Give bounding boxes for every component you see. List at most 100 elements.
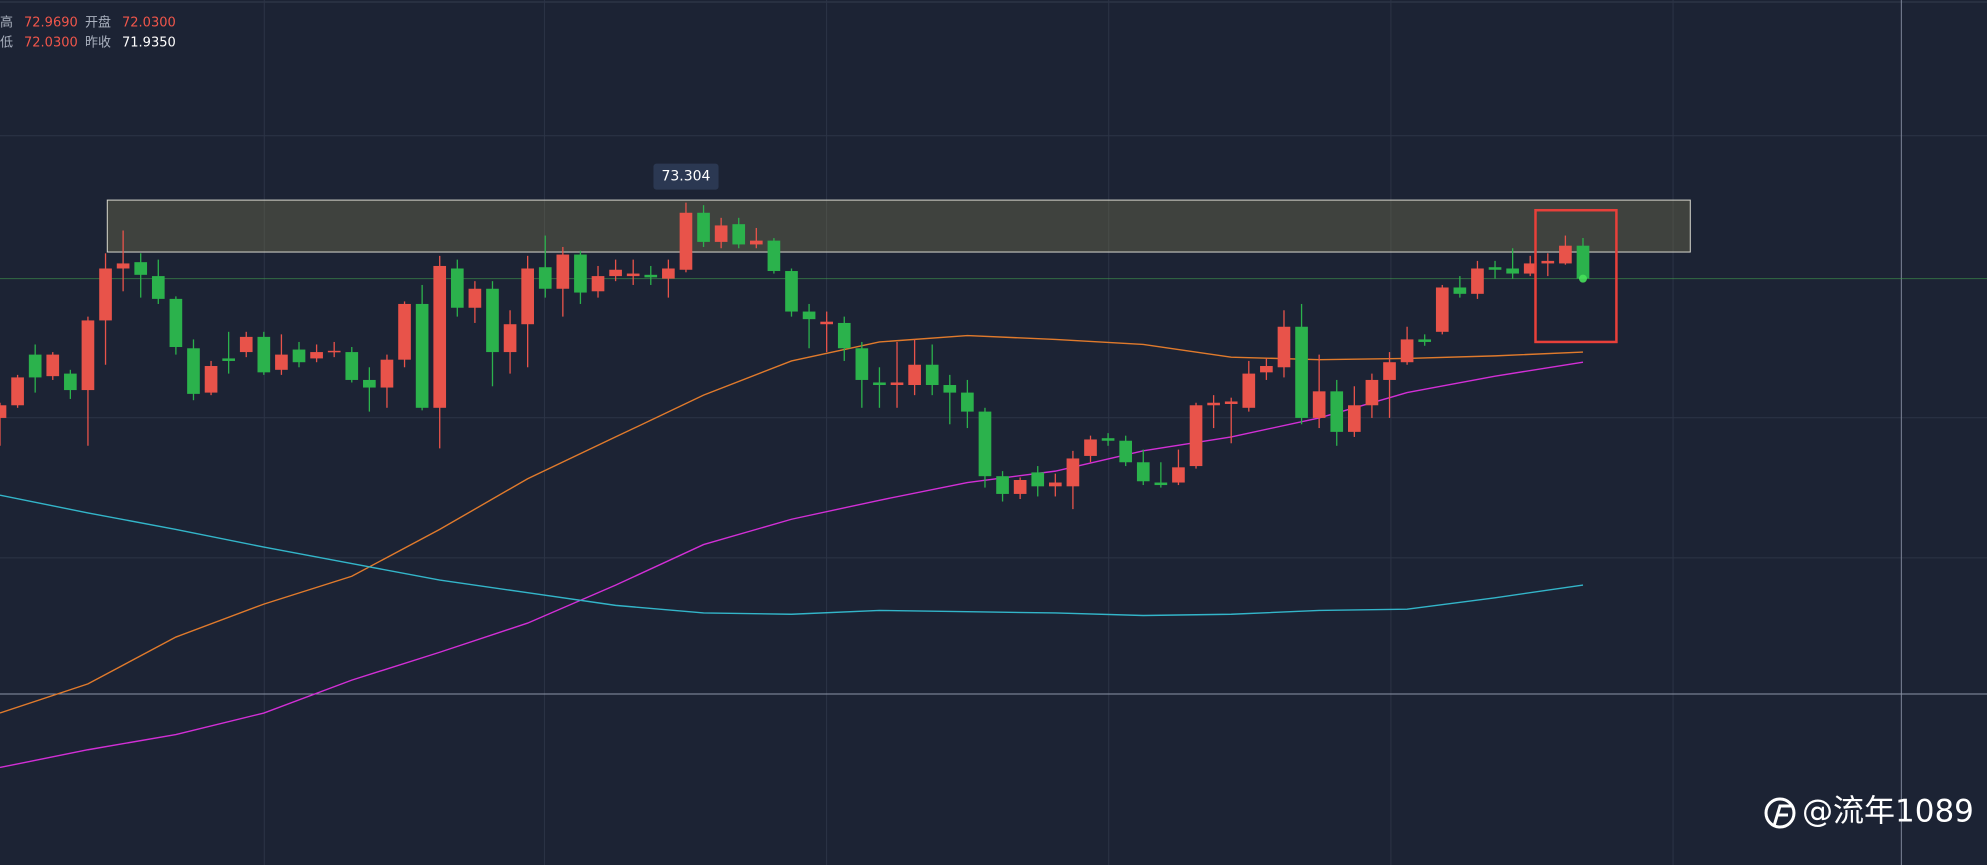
candle-body: [1488, 267, 1502, 270]
candle-body: [187, 348, 200, 394]
candle-body: [1136, 462, 1150, 482]
watermark: @流年1089: [1802, 794, 1974, 830]
candle-body: [327, 350, 341, 353]
candle-body: [767, 240, 781, 272]
candle-body: [99, 268, 112, 321]
candle-body: [81, 320, 95, 391]
watermark-logo: [1764, 797, 1796, 829]
header-value: 72.0300: [24, 36, 78, 51]
candle-body: [0, 405, 7, 418]
candle-body: [855, 348, 869, 380]
candle-body: [169, 298, 183, 348]
candle-body: [556, 254, 570, 289]
candle-body: [626, 273, 640, 277]
candle-body: [222, 358, 235, 361]
candle-body: [697, 212, 710, 242]
candle-body: [1242, 373, 1256, 408]
candle-body: [1084, 439, 1097, 456]
candle-body: [433, 265, 447, 408]
candle-body: [257, 336, 271, 373]
candle-body: [1260, 366, 1273, 373]
candle-body: [1453, 287, 1467, 294]
ma-line: [0, 494, 1584, 617]
candle-body: [1576, 245, 1590, 279]
resistance-zone: [106, 199, 1691, 253]
candle-body: [1435, 287, 1449, 332]
candle-body: [961, 392, 974, 412]
candle-body: [591, 276, 605, 292]
candle-body: [837, 322, 851, 349]
candle-body: [292, 349, 306, 363]
candle-body: [1207, 402, 1220, 406]
header-label: 低: [0, 36, 13, 51]
candle-body: [1365, 379, 1379, 406]
candle-body: [275, 354, 288, 370]
candle-body: [943, 385, 957, 393]
header-value: 72.0300: [122, 16, 176, 31]
header-label: 高: [0, 15, 13, 31]
candle-body: [521, 268, 534, 325]
candle-body: [380, 359, 394, 388]
candle-body: [11, 377, 24, 406]
candle-body: [1154, 482, 1168, 486]
candle-body: [1523, 263, 1537, 274]
candle-body: [644, 274, 658, 278]
high-label: 73.304: [661, 169, 710, 185]
header-label: 开盘: [85, 15, 111, 31]
high-label-box: [653, 163, 719, 190]
candle-body: [820, 321, 834, 325]
candle-body: [1330, 391, 1344, 432]
header-value: 71.9350: [122, 36, 176, 51]
candle-body: [662, 268, 675, 279]
candle-body: [363, 379, 376, 388]
candle-body: [1383, 362, 1396, 380]
candle-body: [1312, 391, 1326, 418]
candle-body: [1189, 405, 1203, 467]
candle-body: [1471, 268, 1484, 294]
candle-body: [239, 336, 253, 353]
logo-ring: [1764, 797, 1796, 829]
candle-body: [714, 225, 728, 242]
candle-body: [1066, 458, 1080, 487]
candle-body: [151, 276, 165, 299]
candle-body: [1172, 467, 1185, 483]
header-value: 72.9690: [24, 16, 78, 31]
last-price-dot: [1578, 274, 1587, 283]
candle-body: [1048, 482, 1062, 487]
candle-body: [574, 254, 587, 293]
candle-body: [679, 212, 693, 270]
candle-body: [28, 354, 42, 378]
highlight-box: [1534, 208, 1618, 344]
candle-body: [345, 352, 359, 380]
candle-body: [503, 324, 517, 353]
candle-body: [890, 382, 904, 386]
candle-body: [1224, 401, 1238, 405]
logo-mark: [1772, 804, 1792, 827]
candle-body: [1277, 326, 1291, 368]
candle-body: [1031, 472, 1045, 487]
candle-body: [204, 366, 218, 393]
candle-body: [1400, 339, 1414, 363]
candle-body: [398, 303, 411, 360]
candle-body: [873, 382, 886, 386]
candle-body: [1348, 405, 1361, 432]
candle-body: [538, 267, 552, 289]
candle-body: [1013, 479, 1027, 494]
candle-body: [46, 354, 60, 377]
candle-body: [749, 240, 763, 245]
header-label: 昨收: [85, 36, 111, 51]
candle-body: [1295, 326, 1308, 418]
candle-body: [785, 271, 798, 312]
candle-body: [1559, 245, 1572, 264]
candle-body: [310, 352, 323, 359]
candle-body: [415, 303, 429, 408]
candle-body: [116, 263, 130, 269]
candle-body: [486, 288, 499, 353]
candle-body: [1119, 440, 1133, 463]
candle-body: [978, 411, 992, 477]
candle-body: [908, 364, 921, 386]
